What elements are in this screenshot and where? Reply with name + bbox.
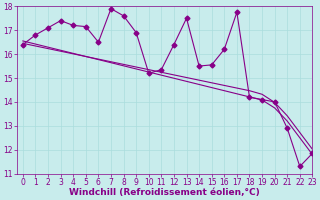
X-axis label: Windchill (Refroidissement éolien,°C): Windchill (Refroidissement éolien,°C) <box>69 188 260 197</box>
